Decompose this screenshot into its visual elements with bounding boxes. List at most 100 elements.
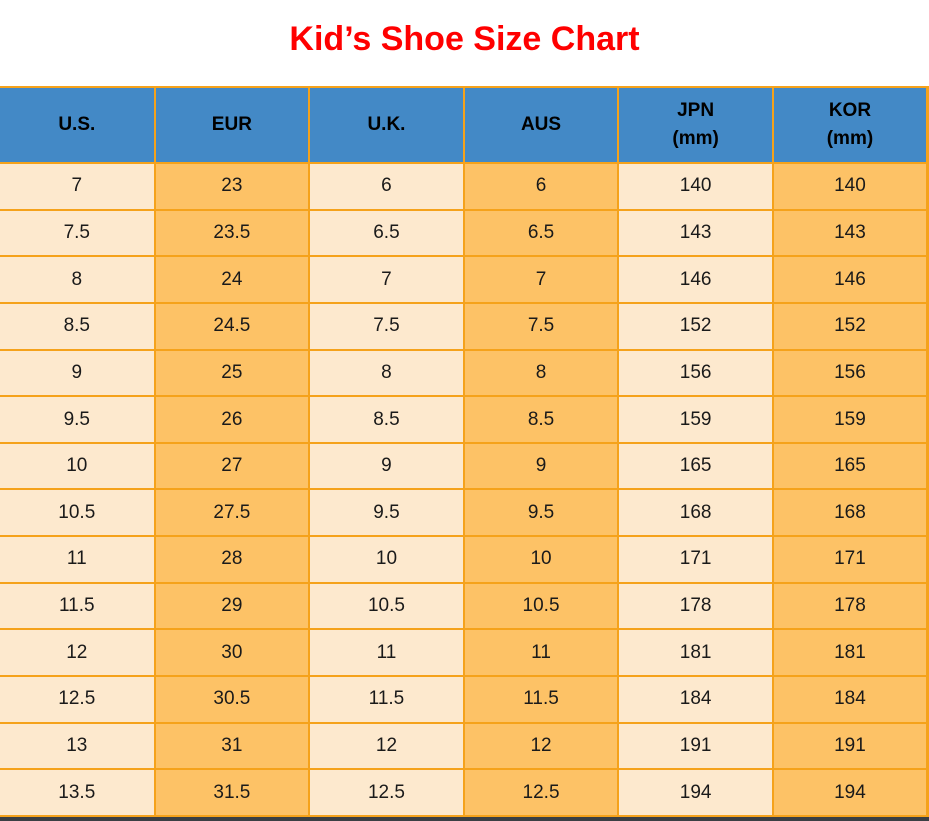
table-cell-kor: 143 (771, 208, 929, 258)
table-row: 11 28 10 10 171 171 (0, 535, 929, 584)
table-row: 9.5 26 8.5 8.5 159 159 (0, 395, 929, 444)
table-cell-aus: 6 (462, 162, 620, 211)
column-header-us: U.S. (0, 86, 156, 164)
table-cell-jpn: 156 (617, 348, 774, 398)
table-cell-aus: 12 (462, 721, 620, 771)
column-header-label: JPN (677, 99, 715, 121)
table-cell-uk: 8.5 (308, 395, 465, 444)
table-cell-jpn: 191 (617, 721, 774, 771)
table-cell-eur: 27.5 (153, 488, 311, 538)
table-cell-aus: 11.5 (462, 675, 620, 724)
table-cell-uk: 11.5 (308, 675, 465, 724)
column-header-kor: KOR (mm) (771, 86, 929, 164)
table-cell-aus: 7 (462, 255, 620, 304)
table-row: 13 31 12 12 191 191 (0, 721, 929, 771)
table-cell-uk: 7 (308, 255, 465, 304)
table-row: 8.5 24.5 7.5 7.5 152 152 (0, 301, 929, 351)
table-cell-aus: 11 (462, 628, 620, 678)
table-cell-uk: 12 (308, 721, 465, 771)
table-cell-us: 11.5 (0, 581, 156, 631)
table-cell-uk: 7.5 (308, 301, 465, 351)
table-cell-uk: 6 (308, 162, 465, 211)
table-cell-eur: 28 (153, 535, 311, 584)
table-cell-us: 8.5 (0, 301, 156, 351)
table-cell-us: 9 (0, 348, 156, 398)
column-header-label: KOR (828, 99, 872, 121)
table-cell-jpn: 184 (617, 675, 774, 724)
table-cell-kor: 156 (771, 348, 929, 398)
table-cell-us: 7 (0, 162, 156, 211)
column-header-unit: (mm) (672, 128, 719, 149)
table-cell-eur: 26 (153, 395, 311, 444)
table-cell-jpn: 171 (617, 535, 774, 584)
table-cell-us: 13 (0, 721, 156, 771)
table-cell-eur: 30.5 (153, 675, 311, 724)
table-cell-jpn: 178 (617, 581, 774, 631)
table-cell-uk: 9 (308, 441, 465, 491)
page-title: Kid’s Shoe Size Chart (289, 19, 640, 58)
table-cell-eur: 31.5 (153, 768, 311, 817)
table-cell-kor: 146 (771, 255, 929, 304)
table-cell-kor: 194 (771, 768, 929, 817)
table-cell-us: 7.5 (0, 208, 156, 258)
table-cell-jpn: 146 (617, 255, 774, 304)
table-cell-eur: 24 (153, 255, 311, 304)
table-row: 7.5 23.5 6.5 6.5 143 143 (0, 208, 929, 258)
table-cell-us: 10.5 (0, 488, 156, 538)
table-cell-kor: 165 (771, 441, 929, 491)
column-header-jpn: JPN (mm) (617, 86, 774, 164)
table-row: 8 24 7 7 146 146 (0, 255, 929, 304)
table-cell-kor: 140 (771, 162, 929, 211)
table-cell-us: 9.5 (0, 395, 156, 444)
table-cell-uk: 11 (308, 628, 465, 678)
table-cell-us: 12 (0, 628, 156, 678)
column-header-label: AUS (520, 113, 562, 135)
table-cell-us: 10 (0, 441, 156, 491)
table-cell-kor: 178 (771, 581, 929, 631)
table-row: 12 30 11 11 181 181 (0, 628, 929, 678)
table-cell-kor: 159 (771, 395, 929, 444)
table-row: 11.5 29 10.5 10.5 178 178 (0, 581, 929, 631)
table-cell-aus: 9.5 (462, 488, 620, 538)
table-cell-jpn: 143 (617, 208, 774, 258)
table-cell-jpn: 165 (617, 441, 774, 491)
table-cell-uk: 12.5 (308, 768, 465, 817)
table-cell-kor: 191 (771, 721, 929, 771)
table-cell-us: 12.5 (0, 675, 156, 724)
table-body: 7 23 6 6 140 140 7.5 23.5 6.5 6.5 143 143 8 24 7 7 146 14… (0, 162, 929, 817)
table-cell-us: 8 (0, 255, 156, 304)
table-row: 13.5 31.5 12.5 12.5 194 194 (0, 768, 929, 817)
table-cell-aus: 12.5 (462, 768, 620, 817)
column-header-label: EUR (211, 113, 252, 135)
table-cell-eur: 27 (153, 441, 311, 491)
shoe-size-table: U.S. EUR U.K. AUS JPN (mm) KOR (mm) 7 23 6 6 140 140… (0, 86, 929, 817)
table-cell-uk: 10.5 (308, 581, 465, 631)
table-cell-eur: 25 (153, 348, 311, 398)
table-cell-jpn: 181 (617, 628, 774, 678)
table-cell-jpn: 159 (617, 395, 774, 444)
table-cell-jpn: 168 (617, 488, 774, 538)
table-cell-uk: 9.5 (308, 488, 465, 538)
column-header-label: U.K. (367, 113, 406, 135)
table-cell-kor: 171 (771, 535, 929, 584)
table-row: 10.5 27.5 9.5 9.5 168 168 (0, 488, 929, 538)
table-cell-aus: 6.5 (462, 208, 620, 258)
table-cell-aus: 8.5 (462, 395, 620, 444)
table-cell-uk: 10 (308, 535, 465, 584)
table-cell-jpn: 194 (617, 768, 774, 817)
table-row: 10 27 9 9 165 165 (0, 441, 929, 491)
table-cell-uk: 8 (308, 348, 465, 398)
column-header-label: U.S. (58, 113, 96, 135)
table-cell-us: 13.5 (0, 768, 156, 817)
table-cell-aus: 10.5 (462, 581, 620, 631)
bottom-window-edge (0, 817, 929, 821)
column-header-eur: EUR (153, 86, 311, 164)
column-header-unit: (mm) (826, 128, 874, 149)
table-cell-eur: 29 (153, 581, 311, 631)
table-cell-kor: 152 (771, 301, 929, 351)
table-cell-eur: 30 (153, 628, 311, 678)
table-cell-aus: 10 (462, 535, 620, 584)
table-cell-eur: 23.5 (153, 208, 311, 258)
header-row: U.S. EUR U.K. AUS JPN (mm) KOR (mm) (0, 86, 929, 164)
